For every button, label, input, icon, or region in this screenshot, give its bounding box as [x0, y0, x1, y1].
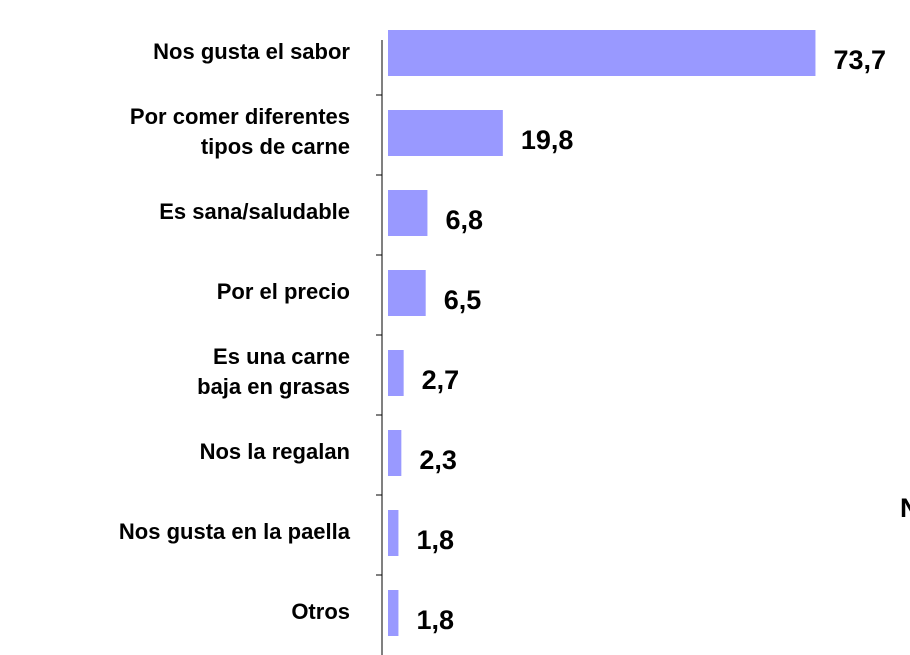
annotation: N	[900, 493, 910, 523]
bar	[388, 190, 428, 236]
bar	[388, 30, 816, 76]
category-line: Es una carne	[213, 344, 350, 369]
category-line: baja en grasas	[197, 374, 350, 399]
category-label: Por el precio	[217, 279, 350, 304]
category-label: Nos la regalan	[200, 439, 350, 464]
category-line: Por comer diferentes	[130, 104, 350, 129]
category-label: Es sana/saludable	[159, 199, 350, 224]
value-label: 1,8	[416, 525, 454, 555]
bar	[388, 350, 404, 396]
value-label: 19,8	[521, 125, 574, 155]
value-label: 1,8	[416, 605, 454, 635]
category-label: Por comer diferentes tipos de carne	[130, 104, 350, 159]
category-label: Nos gusta en la paella	[119, 519, 351, 544]
value-label: 73,7	[833, 45, 886, 75]
category-label: Nos gusta el sabor	[153, 39, 350, 64]
value-label: 2,7	[422, 365, 460, 395]
bar	[388, 270, 426, 316]
category-label: Otros	[291, 599, 350, 624]
value-label: 6,5	[444, 285, 482, 315]
bar	[388, 590, 399, 636]
category-line: tipos de carne	[201, 134, 350, 159]
bar	[388, 510, 399, 556]
value-label: 6,8	[445, 205, 483, 235]
value-label: 2,3	[419, 445, 457, 475]
bar	[388, 430, 402, 476]
bar	[388, 110, 503, 156]
category-label: Es una carne baja en grasas	[197, 344, 350, 399]
